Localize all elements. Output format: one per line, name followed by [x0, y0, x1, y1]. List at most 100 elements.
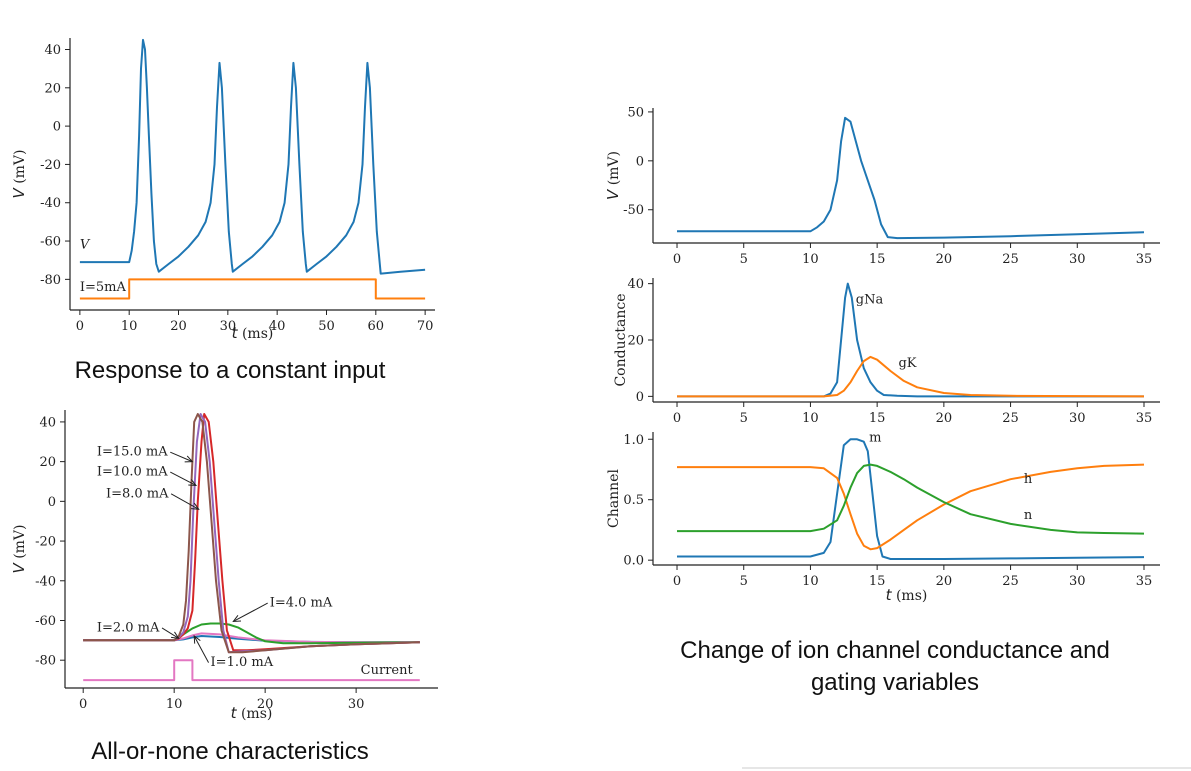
conductance-x-tick-label: 15 [869, 411, 886, 426]
allornone-label-i-8-0-ma: I=8.0 mA [106, 486, 169, 501]
conductance-y-tick-label: 20 [627, 334, 644, 349]
constant-x-tick-label: 50 [318, 319, 335, 334]
allornone-x-axis-title: t (ms) [231, 704, 273, 722]
constant-x-tick-label: 0 [76, 319, 84, 334]
conductance-label-gna: gNa [856, 292, 884, 307]
allornone-x-tick-label: 10 [166, 697, 183, 712]
voltage-series-v [677, 116, 1145, 240]
allornone-arrow [193, 635, 210, 663]
voltage-x-tick-label: 15 [869, 252, 886, 267]
constant-label-i-5ma: I=5mA [80, 280, 127, 295]
conductance-y-tick-label: 40 [627, 277, 644, 292]
channels-x-tick-label: 25 [1002, 574, 1019, 589]
allornone-y-tick-label: -40 [35, 574, 56, 589]
channels-y-tick-label: 1.0 [623, 433, 644, 448]
constant-y-axis-title: V (mV) [10, 149, 28, 198]
allornone-arrow [170, 493, 199, 510]
constant-y-tick-label: 40 [44, 43, 61, 58]
allornone-arrow-head [193, 634, 201, 644]
channels-x-tick-label: 15 [869, 574, 886, 589]
channels-x-tick-label: 35 [1136, 574, 1153, 589]
constant-y-tick-label: 20 [44, 81, 61, 96]
allornone-arrow [170, 471, 197, 486]
caption-ion-channel-line2: gating variables [810, 669, 980, 696]
allornone-label-i-10-0-ma: I=10.0 mA [97, 465, 168, 480]
channels-label-m: m [869, 431, 881, 446]
conductance-x-tick-label: 30 [1069, 411, 1086, 426]
allornone-label-i-1-0-ma: I=1.0 mA [211, 655, 274, 670]
voltage-x-tick-label: 35 [1136, 252, 1153, 267]
constant-y-tick-label: 0 [53, 120, 61, 135]
channels-x-tick-label: 10 [802, 574, 819, 589]
constant-series-v [79, 38, 426, 275]
allornone-y-tick-label: 20 [39, 455, 56, 470]
allornone-x-tick-label: 0 [79, 697, 87, 712]
constant-x-tick-label: 70 [417, 319, 434, 334]
voltage-x-tick-label: 10 [802, 252, 819, 267]
allornone-x-tick-label: 20 [257, 697, 274, 712]
conductance-x-tick-label: 20 [936, 411, 953, 426]
constant-x-tick-label: 60 [368, 319, 385, 334]
channels-x-tick-label: 5 [740, 574, 748, 589]
chart-constant: 0 10 20 30 40 50 60 70 -80 -60 -40 -20 0 20 40 V (mV) t … [10, 38, 435, 342]
constant-y-tick-label: -80 [40, 273, 61, 288]
allornone-y-tick-label: 0 [48, 495, 56, 510]
constant-y-tick-label: -40 [40, 196, 61, 211]
channels-series-m [677, 438, 1145, 560]
allornone-y-tick-label: -20 [35, 535, 56, 550]
chart-voltage: 0 5 10 15 20 25 30 35 -50 0 50 V (mV) [604, 105, 1160, 267]
conductance-series-gk [677, 355, 1145, 398]
conductance-label-gk: gK [898, 356, 916, 371]
allornone-x-tick-label: 30 [348, 697, 365, 712]
voltage-y-tick-label: 0 [636, 154, 644, 169]
allornone-y-tick-label: -80 [35, 654, 56, 669]
allornone-arrow [170, 451, 193, 463]
allornone-arrow-head [191, 502, 200, 510]
allornone-series-current [83, 659, 420, 682]
allornone-arrow-head [184, 455, 194, 463]
conductance-x-tick-label: 10 [802, 411, 819, 426]
channels-y-tick-label: 0.5 [623, 493, 644, 508]
conductance-series-gna [677, 282, 1144, 398]
constant-x-tick-label: 10 [121, 319, 138, 334]
allornone-label-i-2-0-ma: I=2.0 mA [97, 620, 160, 635]
voltage-y-tick-label: 50 [627, 105, 644, 120]
constant-x-tick-label: 40 [269, 319, 286, 334]
channels-label-h: h [1024, 472, 1033, 487]
allornone-y-tick-label: 40 [39, 415, 56, 430]
chart-allornone: 0 10 20 30 -80 -60 -40 -20 0 20 40 V (mV) t (ms) I=15… [10, 410, 438, 722]
constant-x-tick-label: 30 [220, 319, 237, 334]
allornone-arrow [233, 602, 268, 622]
channels-x-tick-label: 30 [1069, 574, 1086, 589]
conductance-x-tick-label: 25 [1002, 411, 1019, 426]
allornone-label-current: Current [361, 663, 414, 678]
caption-ion-channel: Change of ion channel conductance and ga… [600, 635, 1190, 699]
channels-series-n [677, 463, 1145, 535]
allornone-label-i-4-0-ma: I=4.0 mA [270, 596, 333, 611]
conductance-x-tick-label: 5 [740, 411, 748, 426]
caption-constant-input: Response to a constant input [74, 357, 386, 384]
constant-x-axis-title: t (ms) [232, 324, 274, 342]
voltage-y-tick-label: -50 [623, 203, 644, 218]
constant-y-tick-label: -60 [40, 235, 61, 250]
voltage-x-tick-label: 20 [936, 252, 953, 267]
conductance-x-tick-label: 0 [673, 411, 681, 426]
voltage-x-tick-label: 25 [1002, 252, 1019, 267]
allornone-series-i-4-0-ma [83, 622, 420, 645]
constant-y-tick-label: -20 [40, 158, 61, 173]
caption-all-or-none: All-or-none characteristics [91, 738, 369, 765]
constant-label-v: V [80, 238, 91, 253]
allornone-series-i-2-0-ma [83, 632, 420, 644]
voltage-x-tick-label: 5 [740, 252, 748, 267]
conductance-x-tick-label: 35 [1136, 411, 1153, 426]
channels-y-tick-label: 0.0 [623, 554, 644, 569]
channels-x-axis-title: t (ms) [886, 586, 928, 604]
caption-ion-channel-line1: Change of ion channel conductance and [680, 637, 1110, 664]
channels-series-h [677, 463, 1145, 551]
allornone-arrow [161, 627, 179, 639]
voltage-y-axis-title: V (mV) [604, 151, 622, 200]
channels-x-tick-label: 0 [673, 574, 681, 589]
allornone-y-axis-title: V (mV) [10, 524, 28, 573]
